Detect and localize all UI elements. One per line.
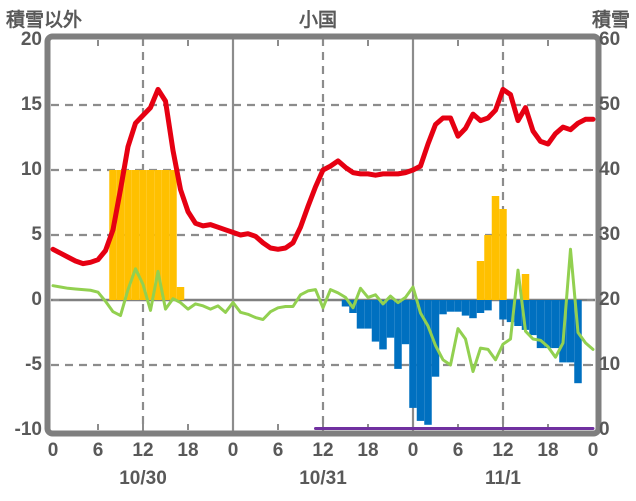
blue-bars-bar — [461, 300, 470, 316]
x-axis-hour-label: 12 — [312, 440, 334, 461]
green-line-path — [51, 247, 595, 373]
y-axis-left-label: 0 — [31, 289, 42, 310]
blue-bars-bar — [476, 300, 485, 313]
x-axis-date-label: 11/1 — [485, 468, 521, 489]
y-axis-right-label: 10 — [599, 354, 621, 375]
x-axis-date-label: 10/30 — [119, 468, 167, 489]
blue-bars-bar — [499, 300, 507, 320]
orange-bars-bar — [476, 261, 485, 300]
temperature-line-path — [50, 86, 596, 267]
orange-bars-bar — [499, 209, 507, 300]
orange-bars-bar — [154, 170, 162, 300]
y-axis-right-label: 30 — [599, 224, 621, 245]
y-axis-right-label: 50 — [599, 94, 621, 115]
blue-bars-bar — [506, 300, 515, 323]
blue-bars-bar — [574, 300, 582, 384]
blue-bars-bar — [439, 300, 447, 315]
y-axis-left-label: 10 — [20, 159, 42, 180]
orange-bars-bar — [124, 170, 132, 300]
axis-ticks — [53, 40, 593, 430]
orange-bars-bar — [521, 274, 530, 300]
blue-bars-bar — [371, 300, 380, 342]
blue-bars-bar — [566, 300, 575, 363]
orange-bars-bar — [146, 170, 155, 300]
blue-bars-bar — [341, 300, 350, 307]
y-axis-left-label: 20 — [20, 29, 42, 50]
orange-bars-bar — [131, 170, 140, 300]
orange-bars-bar — [484, 235, 492, 300]
y-axis-left-label: -5 — [25, 354, 42, 375]
blue-bars-bar — [416, 300, 425, 421]
blue-bars-bar — [469, 300, 477, 319]
y-axis-right-label: 0 — [599, 419, 610, 440]
page-title: 小国 — [298, 10, 337, 31]
blue-bars — [341, 300, 582, 425]
orange-bars-bar — [169, 170, 177, 300]
blue-bars-bar — [536, 300, 545, 349]
blue-bars-bar — [521, 300, 530, 330]
blue-bars-bar — [379, 300, 387, 350]
blue-bars-bar — [529, 300, 537, 336]
left-axis-title: 積雪以外 — [6, 10, 83, 31]
orange-bars-bar — [491, 196, 500, 300]
x-axis-hour-label: 18 — [537, 440, 559, 461]
x-axis-hour-label: 6 — [92, 440, 104, 461]
blue-bars-bar — [394, 300, 402, 369]
orange-bars-bar — [116, 170, 125, 300]
blue-bars-bar — [356, 300, 365, 329]
y-axis-right-label: 60 — [599, 29, 621, 50]
x-axis-hour-label: 0 — [47, 440, 59, 461]
x-axis-hour-label: 18 — [177, 440, 199, 461]
x-axis-hour-label: 12 — [132, 440, 154, 461]
blue-bars-bar — [446, 300, 455, 312]
x-axis-hour-label: 12 — [492, 440, 514, 461]
blue-bars-bar — [409, 300, 417, 408]
x-axis-hour-label: 0 — [587, 440, 599, 461]
x-axis-hour-label: 0 — [227, 440, 239, 461]
blue-bars-bar — [551, 300, 560, 349]
right-axis-title: 積雪 — [591, 10, 630, 31]
orange-bars-bar — [176, 287, 185, 300]
blue-bars-bar — [431, 300, 440, 377]
y-axis-right-label: 20 — [599, 289, 621, 310]
x-axis-hour-label: 6 — [452, 440, 464, 461]
orange-bars-bar — [139, 170, 147, 300]
blue-bars-bar — [544, 300, 552, 349]
orange-bars-bar — [161, 170, 170, 300]
x-axis-date-label: 10/31 — [299, 468, 347, 489]
y-axis-left-label: 15 — [20, 94, 42, 115]
green-line — [51, 247, 595, 373]
x-axis-hour-label: 18 — [357, 440, 379, 461]
x-axis-hour-label: 6 — [272, 440, 284, 461]
plot-border — [44, 33, 602, 437]
x-axis-hour-label: 0 — [407, 440, 419, 461]
blue-bars-bar — [386, 300, 395, 338]
blue-bars-bar — [424, 300, 432, 425]
blue-bars-bar — [454, 300, 462, 312]
y-axis-right-label: 40 — [599, 159, 621, 180]
blue-bars-bar — [364, 300, 372, 329]
temperature-line — [50, 86, 596, 267]
y-axis-left-label: 5 — [31, 224, 42, 245]
blue-bars-bar — [401, 300, 410, 345]
y-axis-left-label: -10 — [14, 419, 42, 440]
blue-bars-bar — [484, 300, 492, 311]
blue-bars-bar — [514, 300, 522, 326]
